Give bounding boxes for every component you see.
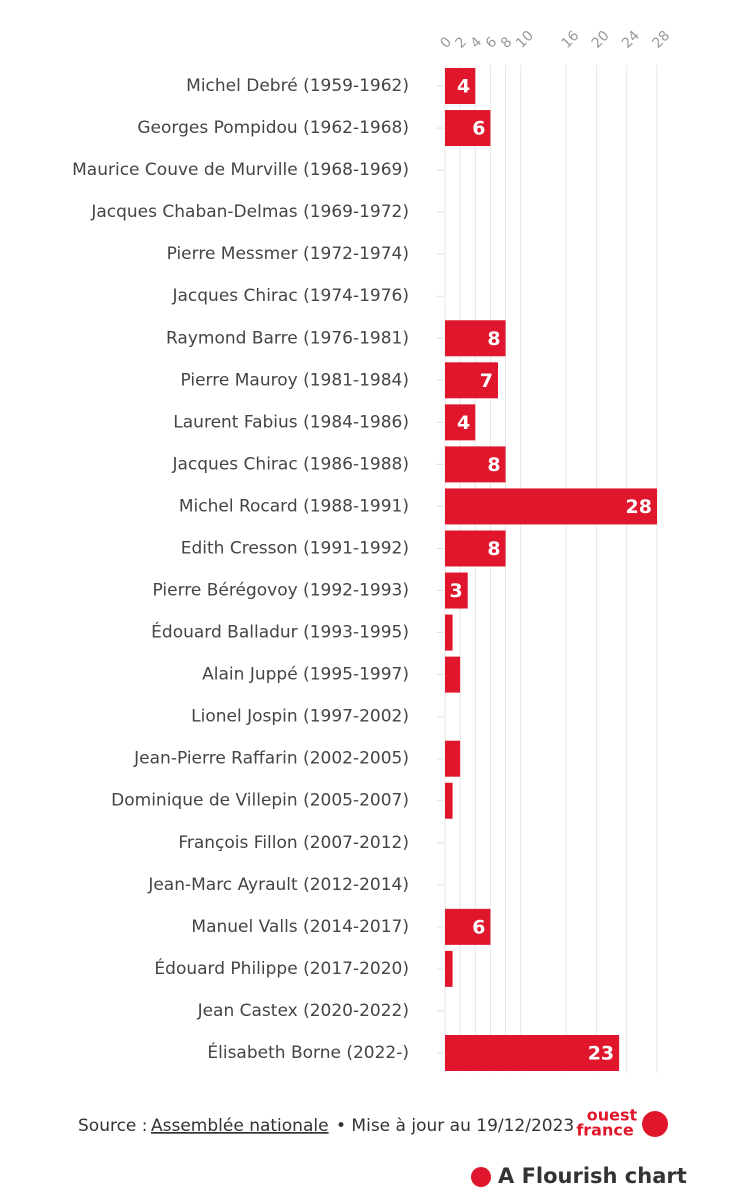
x-tick-label: 16 [558, 28, 582, 52]
logo-top: ouest [587, 1106, 638, 1125]
y-tick-label: Jean-Pierre Raffarin (2002-2005) [133, 749, 409, 769]
bar [445, 740, 461, 777]
y-tick-label: Pierre Messmer (1972-1974) [167, 244, 409, 264]
y-tick-label: Édouard Balladur (1993-1995) [151, 621, 409, 643]
value-label: 23 [588, 1043, 614, 1065]
x-tick-label: 0 [437, 34, 455, 52]
value-label: 6 [472, 118, 485, 140]
value-label: 3 [449, 580, 462, 602]
bar [445, 572, 468, 609]
bar [445, 1035, 620, 1071]
y-tick-label: Jean-Marc Ayrault (2012-2014) [147, 875, 409, 895]
bar [445, 320, 506, 357]
x-tick-label: 8 [498, 34, 516, 52]
y-tick-label: Edith Cresson (1991-1992) [181, 538, 409, 558]
value-label: 4 [457, 412, 470, 434]
y-tick-label: Édouard Philippe (2017-2020) [154, 957, 409, 979]
x-tick-label: 10 [513, 28, 537, 52]
value-label: 7 [480, 370, 493, 392]
x-tick-label: 28 [649, 28, 673, 52]
bar [445, 488, 657, 525]
x-tick-label: 6 [483, 34, 501, 52]
y-tick-label: Lionel Jospin (1997-2002) [191, 707, 409, 727]
y-tick-label: François Fillon (2007-2012) [178, 833, 409, 853]
bar [445, 110, 491, 147]
y-tick-label: Alain Juppé (1995-1997) [202, 665, 409, 685]
source-suffix: • Mise à jour au 19/12/2023 [336, 1116, 574, 1136]
y-tick-label: Laurent Fabius (1984-1986) [173, 412, 409, 432]
bar [445, 68, 476, 104]
x-tick-label: 2 [452, 34, 470, 52]
source-link[interactable]: Assemblée nationale [151, 1116, 329, 1136]
x-tick-label: 4 [468, 34, 486, 52]
value-label: 28 [626, 496, 652, 518]
bar [445, 446, 506, 483]
y-tick-label: Élisabeth Borne (2022-) [207, 1041, 409, 1063]
y-tick-label: Maurice Couve de Murville (1968-1969) [72, 160, 409, 180]
x-tick-label: 24 [619, 28, 643, 52]
value-label: 8 [487, 538, 500, 560]
bar [445, 530, 506, 567]
flourish-icon [471, 1167, 491, 1187]
bar [445, 908, 491, 945]
value-label: 6 [472, 916, 485, 938]
bar [445, 614, 453, 651]
y-tick-label: Michel Rocard (1988-1991) [179, 496, 409, 516]
y-tick-label: Raymond Barre (1976-1981) [166, 328, 409, 348]
y-tick-label: Jacques Chaban-Delmas (1969-1972) [90, 202, 409, 222]
y-tick-label: Michel Debré (1959-1962) [186, 76, 409, 96]
y-tick-label: Pierre Mauroy (1981-1984) [181, 370, 410, 390]
x-tick-label: 20 [589, 28, 613, 52]
y-tick-label: Dominique de Villepin (2005-2007) [111, 791, 409, 811]
bar [445, 404, 476, 441]
y-tick-label: Georges Pompidou (1962-1968) [137, 118, 409, 138]
bar [445, 782, 453, 819]
y-tick-label: Jean Castex (2020-2022) [197, 1001, 409, 1021]
value-label: 4 [457, 76, 470, 98]
source-prefix: Source : [78, 1116, 148, 1136]
y-tick-label: Manuel Valls (2014-2017) [191, 917, 409, 937]
bar [445, 362, 498, 399]
bar [445, 656, 461, 693]
value-label: 8 [487, 454, 500, 476]
value-label: 8 [487, 328, 500, 350]
bar [445, 950, 453, 987]
y-tick-label: Jacques Chirac (1986-1988) [171, 454, 409, 474]
logo-bottom: france [576, 1121, 634, 1140]
y-tick-label: Pierre Bérégovoy (1992-1993) [153, 581, 409, 601]
logo-mark [642, 1111, 668, 1137]
flourish-credit[interactable]: A Flourish chart [498, 1164, 687, 1188]
y-tick-label: Jacques Chirac (1974-1976) [171, 286, 409, 306]
